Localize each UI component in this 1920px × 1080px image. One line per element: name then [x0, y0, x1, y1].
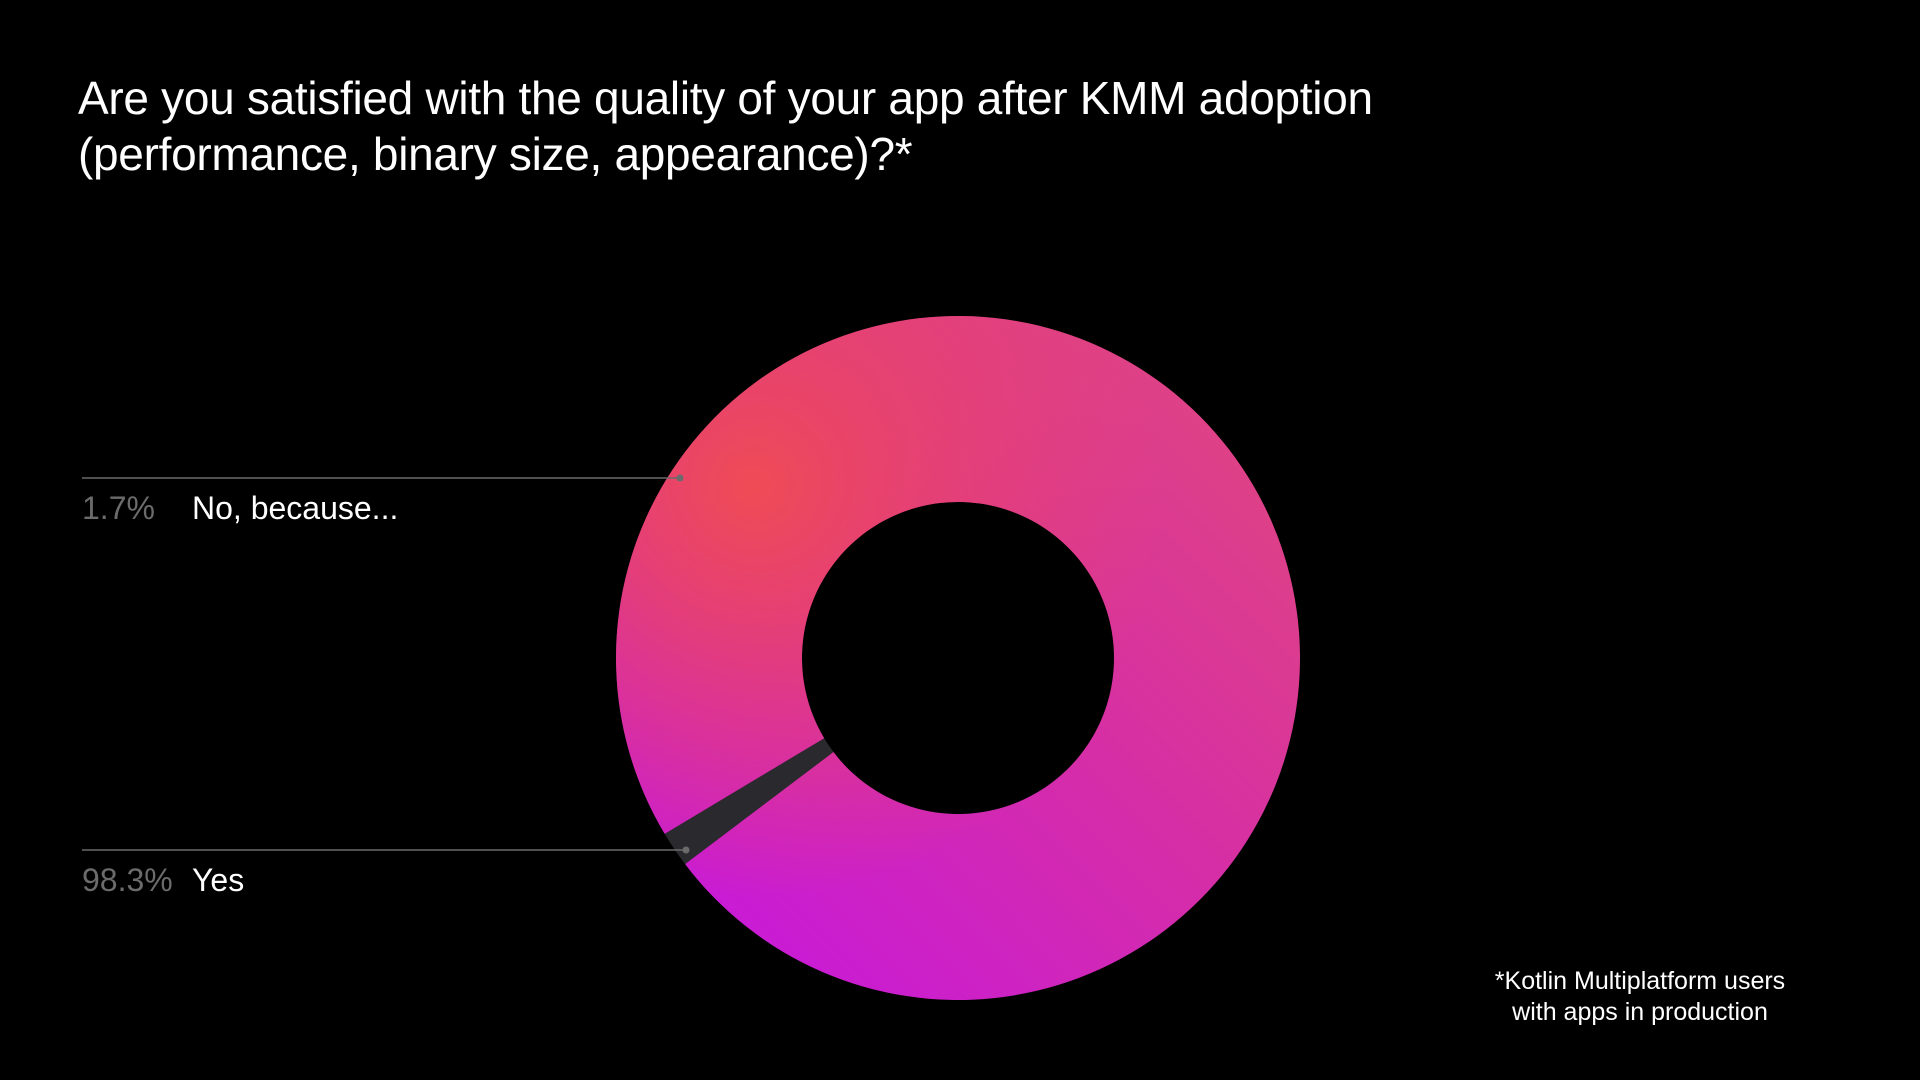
chart-title: Are you satisfied with the quality of yo…	[78, 70, 1578, 182]
slice-percent-yes: 98.3%	[82, 862, 173, 898]
footnote-line-2: with apps in production	[1512, 998, 1768, 1026]
slice-label-yes: Yes	[192, 862, 245, 898]
chart-title-line-2: (performance, binary size, appearance)?*	[78, 128, 913, 180]
chart-title-line-1: Are you satisfied with the quality of yo…	[78, 72, 1373, 124]
slice-percent-no: 1.7%	[82, 490, 155, 526]
footnote: *Kotlin Multiplatform users with apps in…	[1440, 966, 1840, 1028]
slice-label-no: No, because...	[192, 490, 399, 526]
leader-dot-yes	[682, 846, 690, 854]
donut-slice-no	[664, 738, 834, 865]
donut-slice-yes-warm-overlay	[615, 315, 1300, 1000]
leader-dot-no	[676, 474, 684, 482]
footnote-line-1: *Kotlin Multiplatform users	[1494, 967, 1786, 995]
